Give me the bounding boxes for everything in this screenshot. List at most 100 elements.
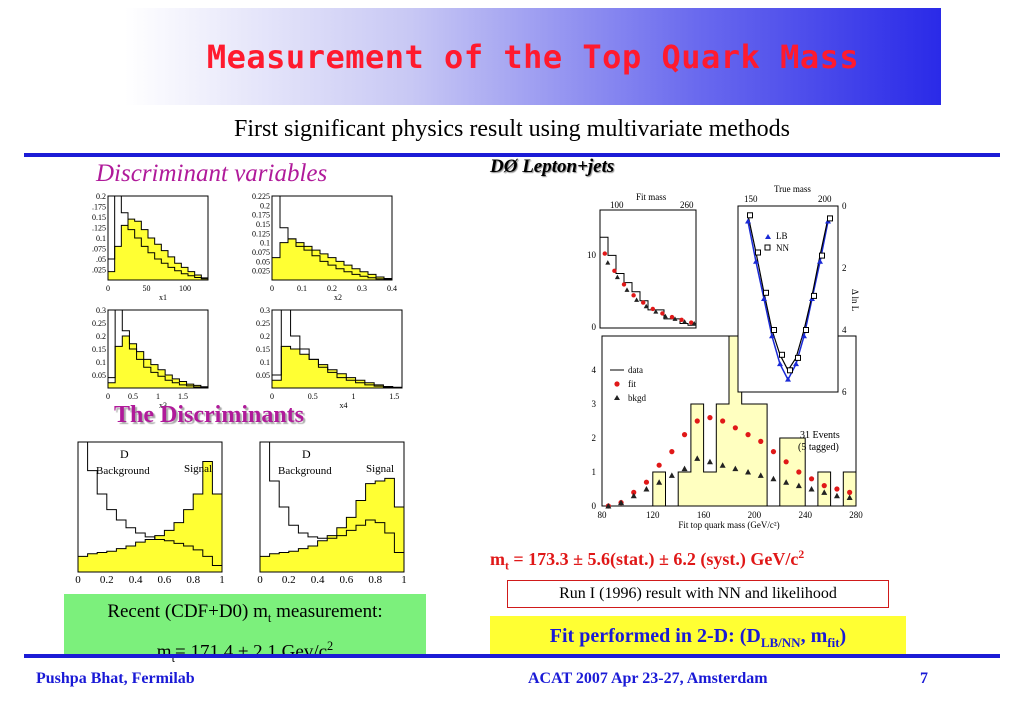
true-mass-xtick-label: 150	[744, 194, 758, 204]
d0-lepton-jets-label: DØ Lepton+jets	[490, 156, 615, 177]
x4-ytick-label: 0.2	[260, 332, 270, 341]
inset-fit-point	[612, 268, 617, 274]
mass-fit-point	[745, 432, 751, 438]
x3-xtick-label: 0.5	[128, 392, 138, 401]
x1-ytick-label: 0.15	[92, 213, 106, 222]
mass-fit-point	[707, 415, 713, 421]
x3-background-hist	[107, 309, 209, 388]
x4-background-hist	[271, 309, 403, 388]
x1-ytick-label: .025	[92, 266, 106, 275]
mass-bkgd-point	[821, 489, 828, 495]
x1-xtick-label: 100	[179, 284, 191, 293]
mass-bkgd-point	[656, 479, 663, 485]
true-mass-xtick-label: 200	[818, 194, 832, 204]
nn-point	[795, 354, 801, 361]
slide-subtitle: First significant physics result using m…	[234, 116, 790, 142]
D_LB-signal-hist	[77, 461, 223, 573]
mass-bkgd-point	[668, 472, 675, 478]
x4-xtick-label: 0.5	[308, 392, 318, 401]
nn-point	[819, 252, 825, 259]
x3-xlabel: x3	[159, 401, 167, 410]
events-annotation-line2: (5 tagged)	[798, 442, 839, 453]
inset-bkgd-point	[614, 274, 620, 280]
legend-fit-label: fit	[628, 379, 636, 389]
mass-bkgd-point	[694, 455, 701, 461]
x4-ytick-label: 0.05	[256, 371, 270, 380]
mass-bkgd-point	[719, 462, 726, 468]
inset-bkgd-point	[653, 309, 659, 314]
legend-bkgd-label: bkgd	[628, 393, 647, 403]
mass-xtick-label: 80	[598, 510, 608, 520]
nn-point	[811, 292, 817, 299]
x4-xlabel: x4	[340, 401, 348, 410]
mass-fit-point	[758, 438, 764, 444]
mass-bkgd-point	[795, 482, 802, 489]
x3-xtick-label: 1	[156, 392, 160, 401]
legend-fit-swatch	[614, 381, 620, 387]
D_LB-title: D	[120, 447, 129, 461]
x3-signal-hist	[107, 335, 209, 389]
mass-bkgd-point	[618, 499, 625, 506]
inset-fit-point	[669, 314, 675, 320]
inset-fit-point	[689, 320, 694, 325]
D_NN-frame	[259, 441, 405, 573]
D_NN-xtick-label: 0	[257, 574, 263, 586]
mass-bkgd-point	[706, 458, 713, 465]
mass-ytick-label: 3	[592, 399, 597, 409]
mass-bkgd-point	[757, 472, 764, 478]
D_LB-xtick-label: 0.6	[158, 574, 172, 586]
fit-mass-ytick-label: 0	[592, 322, 597, 332]
x2-ytick-label: 0.175	[252, 211, 270, 220]
mass-ytick-label: 4	[592, 365, 597, 375]
recent-measurement-box: Recent (CDF+D0) mt measurement: mt= 171.…	[64, 594, 426, 665]
true-mass-ytick-label: 6	[842, 387, 847, 397]
x3-ytick-label: 0.25	[92, 319, 106, 328]
D_NN-xtick-label: 0.8	[368, 574, 382, 586]
D_LB-xtick-label: 0.4	[129, 574, 143, 586]
x1-ytick-label: 0.2	[96, 192, 106, 201]
mass-bkgd-point	[681, 465, 688, 472]
mass-xtick-label: 240	[798, 510, 812, 520]
nn-point	[787, 367, 793, 374]
lb-point	[785, 376, 791, 382]
x4-ytick-label: 0.3	[260, 306, 270, 315]
true-mass-ylabel: Δ ln L	[850, 289, 860, 311]
mass-ytick-label: 1	[592, 467, 597, 477]
true-mass-inset-frame	[737, 205, 839, 393]
lb-point	[769, 333, 775, 339]
x4-frame	[271, 309, 403, 389]
mass-fit-point	[643, 479, 650, 485]
inset-fit-point	[631, 293, 636, 298]
D_LB-background-hist	[77, 441, 223, 572]
mass-fit-point	[770, 449, 777, 455]
true-mass-ytick-label: 2	[842, 263, 847, 273]
mass-fit-point	[669, 449, 675, 455]
D_LB-xtick-label: 0.2	[100, 574, 114, 586]
x2-xtick-label: 0	[270, 284, 274, 293]
x2-xtick-label: 0.2	[327, 284, 337, 293]
D_LB-xtick-label: 0	[75, 574, 81, 586]
events-annotation-line1: 31 Events	[800, 430, 840, 441]
lb-point	[753, 258, 759, 264]
inset-bkgd-point	[605, 260, 611, 265]
inset-fit-point	[602, 251, 607, 256]
x4-ytick-label: 0.25	[256, 319, 270, 328]
nn-point	[771, 327, 777, 333]
legend-bkgd-swatch	[614, 395, 620, 400]
x4-ytick-label: 0.1	[260, 358, 270, 367]
x2-xtick-label: 0.1	[297, 284, 307, 293]
D_NN-background-annotation: Background	[278, 465, 332, 477]
mass-bkgd-point	[605, 503, 612, 509]
true-mass-ytick-label: 0	[842, 201, 847, 211]
x1-background-hist	[107, 195, 209, 280]
mass-fit-point	[821, 483, 827, 489]
inset-bkgd-point	[662, 313, 668, 319]
footer-page-number: 7	[920, 670, 928, 687]
nn-point	[779, 351, 785, 358]
x3-ytick-label: 0.2	[96, 332, 106, 341]
x4-signal-hist	[271, 345, 403, 389]
D_LB-signal-annotation: Signal	[184, 463, 212, 475]
x2-signal-hist	[271, 238, 393, 281]
mass-fit-point	[808, 476, 815, 482]
inset-bkgd-point	[624, 287, 630, 292]
